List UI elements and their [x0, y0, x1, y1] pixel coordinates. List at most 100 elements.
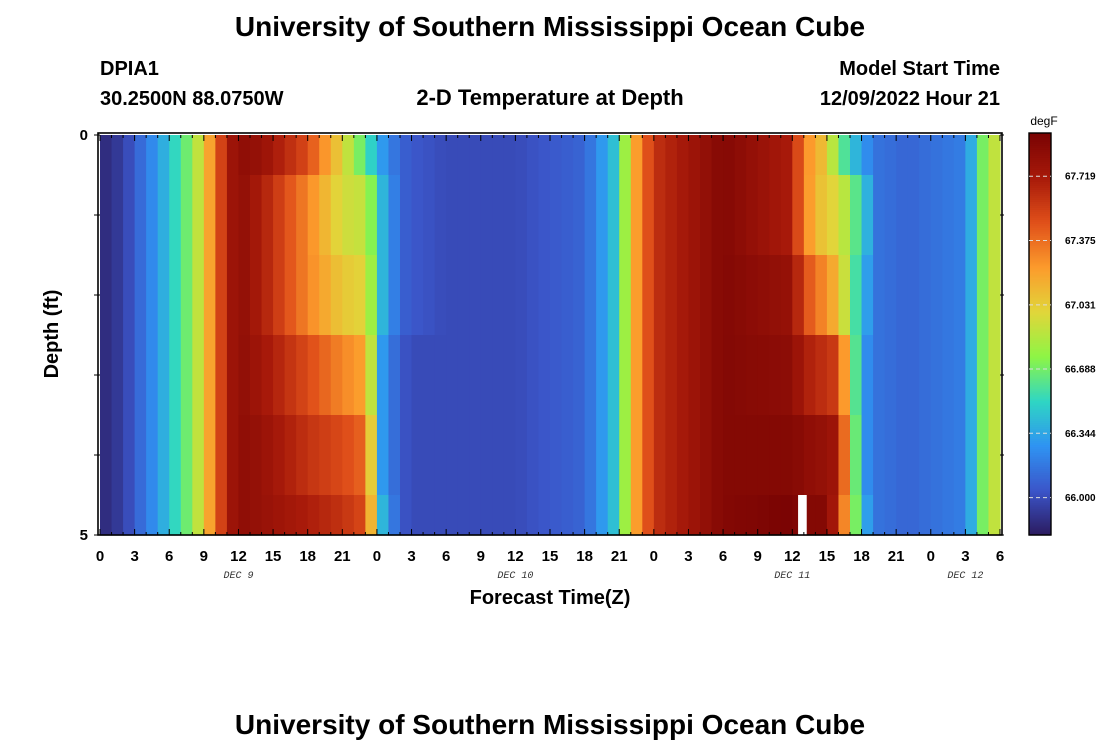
- colorbar-segment: [1029, 352, 1051, 355]
- heatmap-cell: [584, 335, 597, 416]
- colorbar-segment: [1029, 331, 1051, 335]
- heatmap-cell: [284, 415, 297, 496]
- heatmap-cell: [815, 495, 828, 536]
- heatmap-cell: [573, 335, 586, 416]
- colorbar-segment: [1029, 464, 1051, 468]
- heatmap-cell: [757, 415, 770, 496]
- heatmap-cell: [457, 495, 470, 536]
- colorbar-segment: [1029, 145, 1051, 148]
- heatmap-cell: [965, 335, 978, 416]
- heatmap-cell: [861, 135, 874, 176]
- heatmap-cell: [734, 135, 747, 176]
- heatmap-cell: [573, 495, 586, 536]
- heatmap-cell: [250, 415, 263, 496]
- heatmap-cell: [734, 415, 747, 496]
- colorbar-segment: [1029, 398, 1051, 401]
- heatmap-cell: [653, 495, 666, 536]
- heatmap-cell: [111, 335, 124, 416]
- heatmap-cell: [942, 135, 955, 176]
- heatmap-cell: [838, 415, 851, 496]
- heatmap-cell: [250, 495, 263, 536]
- colorbar-segment: [1029, 428, 1051, 432]
- heatmap-cell: [353, 415, 366, 496]
- colorbar-segment: [1029, 430, 1051, 434]
- colorbar-segment: [1029, 368, 1051, 371]
- heatmap-cell: [561, 415, 574, 496]
- heatmap-cell: [538, 175, 551, 256]
- x-tick-label: 0: [373, 548, 381, 565]
- heatmap-cell: [803, 415, 816, 496]
- heatmap-cell: [388, 415, 401, 496]
- colorbar-segment: [1029, 297, 1051, 301]
- colorbar-segment: [1029, 372, 1051, 375]
- heatmap-cell: [757, 175, 770, 256]
- heatmap-cell: [192, 335, 205, 416]
- colorbar-segment: [1029, 207, 1051, 210]
- heatmap-cell: [596, 255, 609, 336]
- heatmap-cell: [792, 415, 805, 496]
- heatmap-cell: [723, 335, 736, 416]
- colorbar-segment: [1029, 442, 1051, 446]
- heatmap-cell: [769, 135, 782, 176]
- colorbar-segment: [1029, 281, 1051, 285]
- heatmap-cell: [180, 415, 193, 496]
- y-tick-label: 0: [80, 127, 88, 144]
- heatmap-cell: [711, 175, 724, 256]
- colorbar-segment: [1029, 179, 1051, 182]
- heatmap-cell: [469, 135, 482, 176]
- heatmap-cell: [273, 175, 286, 256]
- heatmap-cell: [850, 135, 863, 176]
- heatmap-cell: [573, 415, 586, 496]
- heatmap-cell: [630, 175, 643, 256]
- heatmap-cell: [769, 175, 782, 256]
- heatmap-cell: [134, 415, 147, 496]
- heatmap-cell: [676, 255, 690, 336]
- heatmap-cell: [873, 175, 886, 256]
- heatmap-cell: [815, 135, 828, 176]
- colorbar-segment: [1029, 171, 1051, 174]
- colorbar-segment: [1029, 289, 1051, 293]
- heatmap-cell: [700, 135, 713, 176]
- heatmap-cell: [550, 135, 563, 176]
- heatmap-cell: [642, 255, 655, 336]
- heatmap-cell: [365, 255, 378, 336]
- heatmap-cell: [619, 495, 632, 536]
- heatmap-cell: [723, 415, 736, 496]
- heatmap-cell: [919, 335, 932, 416]
- colorbar-segment: [1029, 354, 1051, 357]
- heatmap-cell: [319, 415, 332, 496]
- heatmap-cell: [169, 135, 182, 176]
- colorbar-segment: [1029, 275, 1051, 279]
- heatmap-cell: [942, 415, 955, 496]
- heatmap-cell: [561, 135, 574, 176]
- colorbar-segment: [1029, 143, 1051, 146]
- colorbar-segment: [1029, 287, 1051, 291]
- colorbar-segment: [1029, 305, 1051, 309]
- heatmap-cell: [423, 135, 436, 176]
- heatmap-cell: [965, 495, 978, 536]
- day-label: DEC 11: [774, 571, 810, 582]
- heatmap-cell: [965, 255, 978, 336]
- heatmap-cell: [411, 255, 424, 336]
- heatmap-cell: [976, 495, 990, 536]
- heatmap-cell: [169, 335, 182, 416]
- heatmap-cell: [146, 175, 159, 256]
- colorbar-segment: [1029, 329, 1051, 333]
- heatmap-cell: [411, 415, 424, 496]
- colorbar-segment: [1029, 311, 1051, 315]
- heatmap-cell: [411, 495, 424, 536]
- heatmap-cell: [919, 415, 932, 496]
- colorbar-segment: [1029, 267, 1051, 271]
- heatmap-cell: [388, 135, 401, 176]
- heatmap-cell: [838, 335, 851, 416]
- heatmap-cell: [976, 335, 990, 416]
- heatmap-cell: [526, 175, 540, 256]
- heatmap-cell: [342, 495, 355, 536]
- heatmap-cell: [976, 135, 990, 176]
- heatmap-cell: [653, 255, 666, 336]
- heatmap-cell: [273, 495, 286, 536]
- heatmap-cell: [469, 255, 482, 336]
- heatmap-cell: [873, 335, 886, 416]
- heatmap-cell: [480, 335, 493, 416]
- colorbar-segment: [1029, 255, 1051, 259]
